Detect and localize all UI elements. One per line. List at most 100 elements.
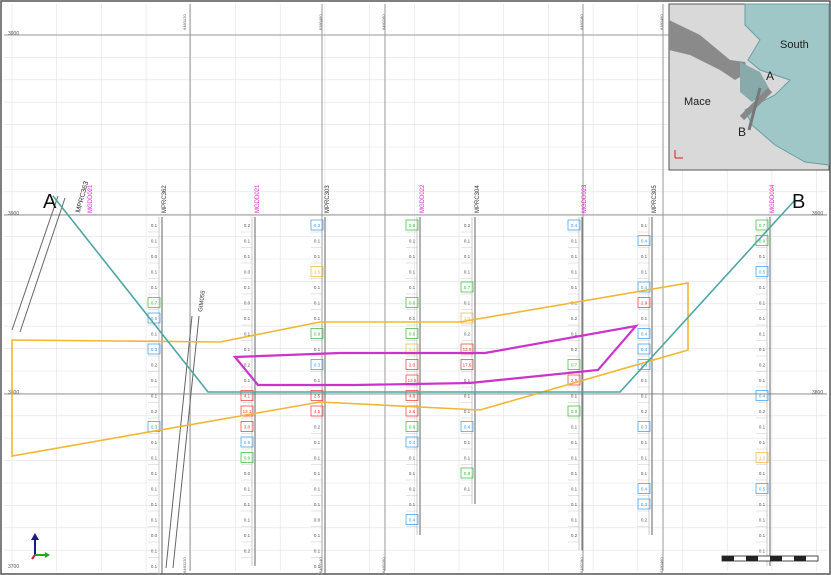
assay-box <box>567 219 581 231</box>
assay-value: 0.1 <box>314 533 321 538</box>
assay-box <box>405 514 419 525</box>
drillhole-mprc362[interactable]: MPRC362 0.1 0.1 0.0 0.1 0.1 0.7 0.5 0.1 0.3 0.2 0.1… <box>147 185 168 575</box>
grid-lines <box>4 4 827 571</box>
assay-value: 0.1 <box>151 518 158 523</box>
assay-box <box>637 281 651 293</box>
assay-value: 0.1 <box>314 487 321 492</box>
assay-box <box>310 219 324 231</box>
assay-value: 0.1 <box>409 316 416 321</box>
assay-value: 0.1 <box>571 487 578 492</box>
assay-value: 0.1 <box>464 239 471 244</box>
assay-value: 0.2 <box>244 549 251 554</box>
assay-box <box>637 343 651 355</box>
assay-value: 0.1 <box>244 332 251 337</box>
assay-value: 0.3 <box>151 425 158 430</box>
assay-box <box>405 421 419 432</box>
assay-value: 0.1 <box>314 254 321 259</box>
assay-value: 0.1 <box>571 394 578 399</box>
assay-value: 0.1 <box>759 549 766 554</box>
assay-value: 0.1 <box>464 409 471 414</box>
assay-value: 0.1 <box>244 239 251 244</box>
assay-value: 0.1 <box>244 347 251 352</box>
assay-value: 0.1 <box>571 270 578 275</box>
assay-value: 0.7 <box>151 301 158 306</box>
assay-value: 0.1 <box>759 533 766 538</box>
hole-trace <box>165 315 193 569</box>
drillhole-mgdd024[interactable]: MGDD024 0.7 0.9 0.1 0.5 0.1 0.1 0.1 0.1 0.1 0.2 0.1… <box>755 184 776 566</box>
assay-value: 0.7 <box>759 223 766 228</box>
inset-map-road <box>669 20 748 80</box>
assay-value: 2.8 <box>409 409 416 414</box>
assay-value: 0.1 <box>641 378 648 383</box>
assay-box <box>240 436 254 448</box>
assay-value: 0.1 <box>314 471 321 476</box>
assay-value: 0.1 <box>409 502 416 507</box>
pit-outline[interactable] <box>52 195 796 393</box>
assay-box <box>310 390 324 401</box>
assay-value: 0.0 <box>244 471 251 476</box>
assay-value: 0.1 <box>759 425 766 430</box>
angled-hole-mid[interactable]: GIM055 <box>165 290 207 569</box>
assay-value: 0.1 <box>464 254 471 259</box>
assay-value: 4.5 <box>314 409 321 414</box>
magenta-high-grade-zone[interactable] <box>232 324 639 387</box>
elevation-label: 3800 <box>8 390 19 396</box>
assay-box <box>460 281 474 293</box>
assay-value: 0.1 <box>571 440 578 445</box>
assay-value: 0.1 <box>409 487 416 492</box>
inset-map-axis-icon <box>674 150 683 159</box>
assay-value: 0.6 <box>409 223 416 228</box>
drillhole-mgdd023[interactable]: MGDD023 0.4 0.1 0.1 0.1 0.1 0.1 0.2 0.1 0.2 0.7 2.9… <box>567 184 588 551</box>
assay-value: 0.2 <box>641 518 648 523</box>
assay-value: 0.4 <box>571 223 578 228</box>
assay-value: 3.0 <box>244 425 251 430</box>
assay-value: 0.7 <box>571 363 578 368</box>
assay-box <box>310 266 324 277</box>
drillhole-mprc305[interactable]: MPRC305 0.1 0.4 0.1 0.1 0.4 2.9 0.1 0.4 0.4 0.3 0.1… <box>637 185 658 535</box>
assay-value: 0.5 <box>759 270 766 275</box>
assay-value: 1.4 <box>409 347 416 352</box>
assay-value: 0.5 <box>244 440 251 445</box>
assay-value: 0.1 <box>759 347 766 352</box>
assay-value: 0.1 <box>314 285 321 290</box>
easting-label: 6460160 <box>381 557 386 573</box>
assay-box <box>460 312 474 324</box>
assay-box <box>405 390 419 401</box>
assay-value: 0.1 <box>571 332 578 337</box>
elevation-label: 3900 <box>8 31 19 37</box>
assay-value: 0.1 <box>314 239 321 244</box>
assay-box <box>567 359 581 370</box>
hole-trace <box>11 195 59 331</box>
assay-box <box>310 359 324 370</box>
assay-value: 0.4 <box>641 239 648 244</box>
assay-value: 0.1 <box>759 316 766 321</box>
assay-value: 0.1 <box>409 285 416 290</box>
assay-value: 0.1 <box>464 270 471 275</box>
assay-value: 0.1 <box>641 394 648 399</box>
easting-label: 6380460 <box>659 14 664 30</box>
assay-value: 1.0 <box>464 316 471 321</box>
assay-value: 0.2 <box>464 332 471 337</box>
inset-map-label: South <box>780 39 809 51</box>
assay-value: 0.2 <box>571 533 578 538</box>
assay-value: 0.1 <box>641 471 648 476</box>
assay-box <box>405 297 419 308</box>
assay-value: 0.1 <box>571 471 578 476</box>
elevation-label: 3700 <box>8 564 19 570</box>
assay-value: 0.1 <box>244 316 251 321</box>
drillhole-mprc304[interactable]: MPRC304 0.2 0.1 0.1 0.1 0.7 0.1 1.0 0.2 13.5 17.6 0… <box>460 185 481 504</box>
assay-value: 4.8 <box>409 394 416 399</box>
assay-value: 0.1 <box>759 332 766 337</box>
inset-map[interactable]: South Mace A B <box>668 3 830 171</box>
assay-value: 0.2 <box>571 316 578 321</box>
assay-value: 0.1 <box>759 285 766 290</box>
assay-value: 0.1 <box>464 394 471 399</box>
drillhole-mprc303[interactable]: MPRC303 0.3 0.1 0.1 1.5 0.1 0.1 0.1 0.9 0.1 0.3 0.1… <box>310 185 331 575</box>
drillhole-mgdd022[interactable]: MGDD022 0.6 0.1 0.1 0.1 0.1 0.6 0.1 0.6 1.4 2.0 13.… <box>405 184 426 535</box>
assay-box <box>240 405 254 417</box>
drillholes-layer: MPRC362 0.1 0.1 0.0 0.1 0.1 0.7 0.5 0.1 0.3 0.2 0.1… <box>147 184 776 575</box>
inset-map-section-line <box>747 87 762 131</box>
assay-box <box>755 452 769 463</box>
assay-box <box>567 374 581 386</box>
